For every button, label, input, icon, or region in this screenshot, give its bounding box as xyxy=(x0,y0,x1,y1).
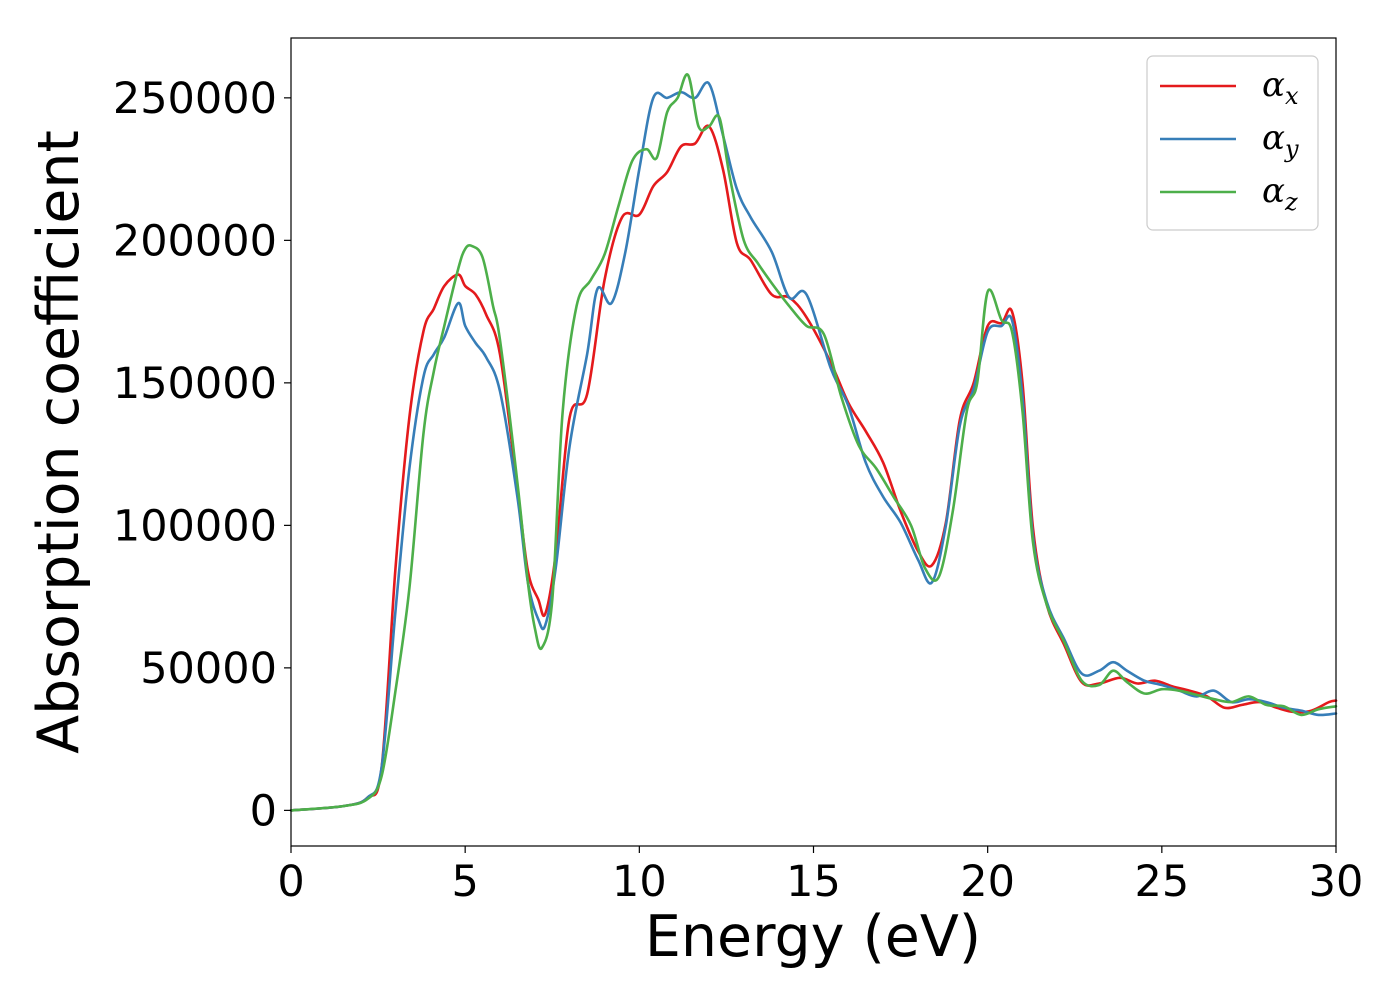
y-tick-label: 200000 xyxy=(113,216,277,266)
x-axis-title: Energy (eV) xyxy=(645,904,981,970)
y-tick-label: 50000 xyxy=(140,644,277,694)
x-tick-label: 30 xyxy=(1309,857,1364,907)
x-tick-label: 5 xyxy=(451,857,478,907)
y-tick-label: 100000 xyxy=(113,501,277,551)
x-axis: 0 5 10 15 20 25 30 xyxy=(277,846,1363,907)
y-axis-title: Absorption coefficient xyxy=(26,130,92,754)
x-tick-label: 15 xyxy=(786,857,841,907)
series-line-alpha-y xyxy=(289,81,1338,812)
y-tick-label: 250000 xyxy=(113,74,277,124)
series-line-alpha-z xyxy=(289,73,1338,812)
y-tick-label: 0 xyxy=(250,786,277,836)
x-tick-label: 0 xyxy=(277,857,304,907)
x-tick-label: 20 xyxy=(960,857,1015,907)
y-tick-label: 150000 xyxy=(113,359,277,409)
x-tick-label: 25 xyxy=(1134,857,1189,907)
y-axis: 0 50000 100000 150000 200000 250000 xyxy=(113,74,291,836)
x-tick-label: 10 xyxy=(612,857,667,907)
legend-box xyxy=(1146,55,1319,231)
plot-lines xyxy=(289,73,1338,812)
